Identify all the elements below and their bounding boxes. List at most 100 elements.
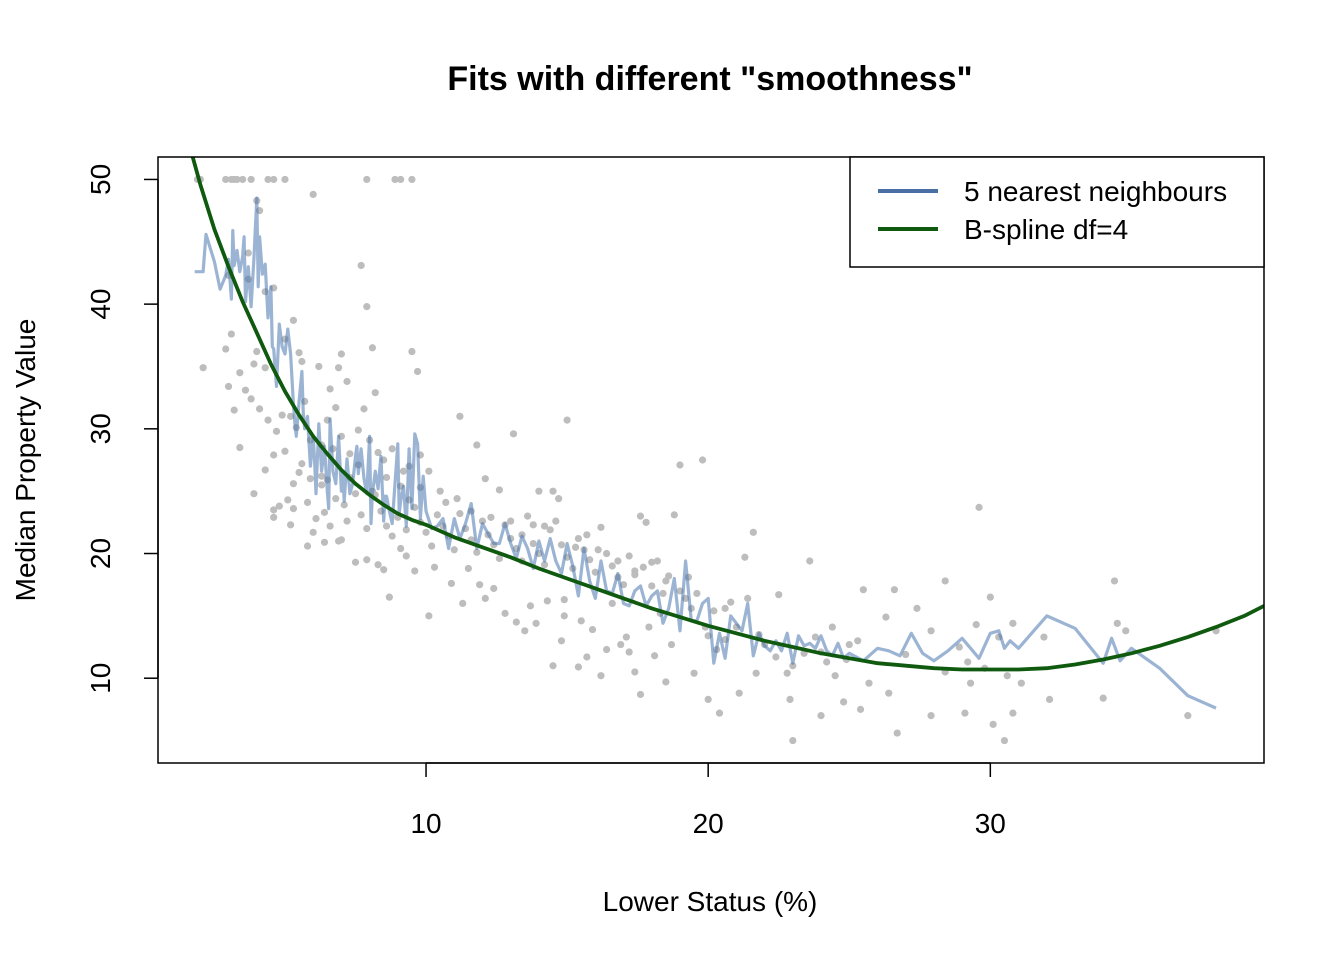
scatter-point — [549, 487, 557, 495]
scatter-point — [704, 695, 712, 704]
scatter-point — [698, 456, 707, 464]
scatter-point — [250, 360, 258, 368]
y-tick-label: 50 — [85, 164, 116, 195]
scatter-points — [193, 175, 1220, 745]
scatter-point — [456, 412, 464, 420]
scatter-point — [577, 617, 585, 625]
scatter-point — [230, 406, 238, 414]
scatter-point — [783, 669, 791, 677]
scatter-point — [648, 558, 656, 566]
scatter-point — [653, 557, 661, 565]
x-tick-label: 20 — [693, 808, 724, 839]
scatter-point — [662, 678, 670, 686]
scatter-point — [337, 350, 345, 358]
scatter-point — [560, 612, 568, 620]
scatter-point — [388, 445, 396, 453]
scatter-point — [346, 450, 354, 458]
scatter-point — [239, 175, 247, 184]
x-tick-label: 10 — [410, 808, 441, 839]
scatter-point — [667, 640, 676, 649]
scatter-point — [453, 495, 461, 503]
scatter-point — [532, 619, 540, 627]
scatter-point — [224, 382, 233, 391]
y-tick-label: 10 — [85, 663, 116, 694]
scatter-point — [334, 364, 343, 372]
scatter-point — [289, 316, 298, 324]
scatter-point — [752, 669, 760, 677]
scatter-point — [222, 345, 230, 353]
scatter-point — [529, 521, 537, 529]
scatter-point — [272, 427, 281, 435]
scatter-point — [247, 175, 255, 184]
scatter-point — [281, 175, 289, 184]
legend-label-knn: 5 nearest neighbours — [964, 176, 1227, 207]
scatter-point — [710, 607, 718, 615]
knn-series — [194, 196, 1217, 710]
scatter-point — [476, 581, 484, 589]
scatter-point — [608, 599, 616, 607]
y-axis: 10 20 30 40 50 — [85, 164, 159, 694]
scatter-point — [583, 653, 591, 661]
scatter-point — [831, 672, 839, 680]
scatter-point — [309, 528, 317, 536]
scatter-point — [270, 175, 278, 184]
scatter-point — [1000, 736, 1009, 745]
scatter-point — [546, 526, 554, 534]
scatter-point — [351, 558, 360, 566]
scatter-point — [388, 532, 396, 540]
scatter-point — [591, 568, 599, 576]
scatter-point — [309, 190, 317, 199]
scatter-point — [1040, 633, 1048, 641]
y-tick-label: 40 — [85, 289, 116, 320]
scatter-point — [693, 589, 701, 598]
scatter-point — [964, 658, 972, 666]
scatter-point — [597, 672, 605, 680]
scatter-point — [284, 496, 292, 504]
scatter-point — [854, 637, 862, 645]
scatter-point — [972, 620, 980, 629]
scatter-point — [487, 513, 495, 521]
scatter-point — [749, 528, 757, 536]
scatter-point — [436, 487, 444, 495]
scatter-point — [343, 517, 351, 525]
scatter-point — [775, 591, 783, 599]
scatter-point — [481, 594, 489, 603]
scatter-point — [289, 480, 298, 488]
scatter-point — [509, 430, 518, 438]
y-tick-label: 20 — [85, 538, 116, 569]
scatter-point — [535, 487, 543, 495]
scatter-point — [295, 349, 303, 357]
scatter-point — [270, 451, 278, 459]
scatter-point — [563, 416, 571, 424]
legend-label-spline: B-spline df=4 — [964, 214, 1128, 245]
scatter-point — [382, 473, 391, 482]
scatter-point — [320, 538, 329, 546]
scatter-point — [727, 598, 735, 606]
spline-series-line — [190, 157, 1264, 672]
scatter-point — [961, 709, 969, 717]
scatter-point — [806, 557, 814, 565]
scatter-point — [255, 405, 264, 413]
scatter-point — [625, 648, 633, 656]
scatter-point — [1099, 694, 1107, 702]
scatter-point — [456, 510, 464, 518]
scatter-point — [817, 712, 825, 720]
scatter-point — [614, 557, 622, 565]
scatter-point — [882, 613, 890, 621]
scatter-point — [639, 563, 647, 571]
scatter-point — [583, 531, 591, 539]
scatter-point — [326, 385, 334, 393]
scatter-point — [543, 597, 551, 605]
scatter-point — [1017, 679, 1025, 687]
scatter-point — [473, 441, 481, 449]
chart-title: Fits with different "smoothness" — [447, 60, 972, 98]
scatter-point — [552, 517, 560, 525]
scatter-point — [631, 571, 639, 579]
scatter-point — [473, 548, 481, 556]
scatter-point — [422, 528, 430, 536]
scatter-point — [636, 512, 645, 520]
scatter-point — [490, 584, 498, 593]
scatter-point — [588, 625, 597, 634]
scatter-point — [1113, 619, 1121, 627]
scatter-point — [941, 577, 949, 585]
